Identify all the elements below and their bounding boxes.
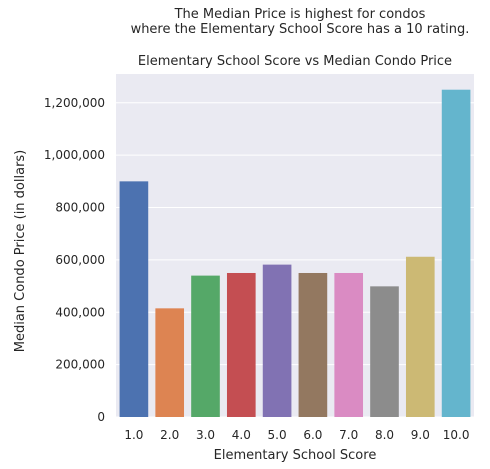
x-tick-label: 3.0 xyxy=(196,428,215,442)
y-axis-label: Median Condo Price (in dollars) xyxy=(13,150,28,353)
bar-5.0 xyxy=(262,264,292,417)
bar-8.0 xyxy=(370,286,399,417)
bar-9.0 xyxy=(405,256,435,417)
x-tick-label: 1.0 xyxy=(124,428,143,442)
bar-4.0 xyxy=(226,272,256,417)
suptitle-line-2: where the Elementary School Score has a … xyxy=(131,22,470,37)
bar-2.0 xyxy=(155,308,185,417)
y-tick-label: 200,000 xyxy=(55,358,105,372)
bar-6.0 xyxy=(298,272,328,417)
y-tick-label: 600,000 xyxy=(55,253,105,267)
bar-1.0 xyxy=(119,181,149,417)
y-tick-label: 1,000,000 xyxy=(44,148,105,162)
bar-3.0 xyxy=(191,275,220,417)
y-tick-label: 400,000 xyxy=(55,305,105,319)
x-tick-label: 10.0 xyxy=(443,428,470,442)
x-axis-label: Elementary School Score xyxy=(214,448,377,463)
x-tick-label: 2.0 xyxy=(160,428,179,442)
bar-7.0 xyxy=(334,272,364,417)
x-tick-label: 5.0 xyxy=(268,428,287,442)
chart-title: Elementary School Score vs Median Condo … xyxy=(138,54,452,69)
bar-10.0 xyxy=(441,89,471,417)
x-tick-label: 7.0 xyxy=(339,428,358,442)
y-tick-label: 0 xyxy=(97,410,105,424)
suptitle-line-1: The Median Price is highest for condos xyxy=(174,7,426,22)
x-axis-ticks: 1.0 2.0 3.0 4.0 5.0 6.0 7.0 8.0 9.0 10.0 xyxy=(124,428,469,442)
x-tick-label: 9.0 xyxy=(411,428,430,442)
y-tick-label: 800,000 xyxy=(55,201,105,215)
bars xyxy=(119,89,471,417)
y-axis-ticks: 0 200,000 400,000 600,000 800,000 1,000,000 1,… xyxy=(44,96,105,424)
x-tick-label: 8.0 xyxy=(375,428,394,442)
x-tick-label: 6.0 xyxy=(303,428,322,442)
x-tick-label: 4.0 xyxy=(232,428,251,442)
y-tick-label: 1,200,000 xyxy=(44,96,105,110)
